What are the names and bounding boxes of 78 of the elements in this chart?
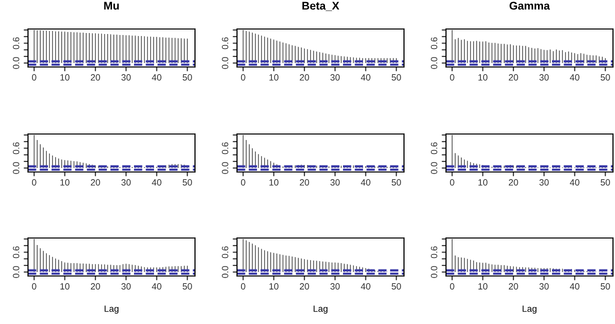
x-tick-label: 50: [182, 283, 192, 290]
x-tick-label: 50: [392, 74, 402, 81]
x-tick-label: 50: [600, 74, 610, 81]
x-tick-label: 50: [392, 179, 402, 186]
x-tick-label: 40: [570, 283, 580, 290]
x-tick-label: 20: [300, 179, 310, 186]
x-tick-label: 10: [478, 283, 488, 290]
x-axis-title: Lag: [522, 306, 536, 314]
x-tick-label: 30: [539, 179, 549, 186]
x-tick-label: 0: [32, 283, 36, 290]
x-tick-label: 0: [240, 283, 246, 290]
x-tick-label: 40: [152, 179, 162, 186]
y-tick-label: 0.6: [12, 142, 20, 154]
x-tick-label: 0: [240, 179, 246, 186]
x-tick-label: 30: [539, 74, 549, 81]
y-tick-label: 0.6: [222, 142, 228, 154]
x-tick-label: 0: [32, 179, 36, 186]
x-tick-label: 20: [90, 179, 100, 186]
x-tick-label: 20: [90, 283, 100, 290]
x-tick-label: 30: [330, 179, 340, 186]
x-tick-label: 40: [152, 283, 162, 290]
y-tick-label: 0.0: [12, 162, 20, 174]
x-tick-label: 50: [182, 74, 192, 81]
x-tick-label: 0: [240, 74, 246, 81]
y-tick-label: 0.6: [222, 246, 228, 258]
chart-title: Mu: [104, 2, 119, 10]
x-tick-label: 40: [360, 179, 370, 186]
x-tick-label: 30: [121, 179, 131, 186]
x-tick-label: 0: [450, 283, 454, 290]
x-tick-label: 30: [539, 283, 549, 290]
x-tick-label: 30: [330, 74, 340, 81]
x-tick-label: 40: [152, 74, 162, 81]
x-tick-label: 0: [32, 74, 36, 81]
y-tick-label: 0.6: [430, 37, 438, 50]
x-tick-label: 50: [182, 179, 192, 186]
x-tick-label: 0: [450, 179, 454, 186]
x-tick-label: 10: [269, 74, 278, 81]
y-tick-label: 0.0: [430, 266, 438, 278]
x-tick-label: 40: [570, 74, 580, 81]
y-tick-label: 0.6: [430, 246, 438, 258]
x-tick-label: 50: [600, 179, 610, 186]
y-tick-label: 0.0: [430, 162, 438, 174]
x-tick-label: 40: [570, 179, 580, 186]
x-tick-label: 10: [269, 179, 278, 186]
x-tick-label: 10: [60, 283, 70, 290]
x-tick-label: 10: [478, 74, 488, 81]
x-tick-label: 50: [392, 283, 402, 290]
x-axis-title: Lag: [104, 306, 118, 314]
x-tick-label: 10: [478, 179, 488, 186]
chart-title: Gamma: [510, 2, 550, 10]
y-tick-label: 0.6: [430, 142, 438, 154]
x-tick-label: 20: [508, 74, 518, 81]
y-tick-label: 0.0: [222, 266, 228, 278]
x-tick-label: 10: [269, 283, 278, 290]
y-tick-label: 0.6: [222, 37, 228, 50]
y-tick-label: 0.0: [222, 57, 228, 69]
x-tick-label: 40: [360, 74, 370, 81]
x-tick-label: 10: [60, 74, 70, 81]
x-tick-label: 20: [90, 74, 100, 81]
x-tick-label: 30: [121, 74, 131, 81]
chart-title: Beta_X: [302, 2, 340, 11]
x-tick-label: 20: [508, 179, 518, 186]
x-tick-label: 20: [300, 283, 310, 290]
y-tick-label: 0.6: [12, 37, 20, 50]
x-tick-label: 50: [600, 283, 610, 290]
y-tick-label: 0.0: [12, 57, 20, 69]
x-tick-label: 20: [508, 283, 518, 290]
x-tick-label: 40: [360, 283, 370, 290]
x-tick-label: 10: [60, 179, 70, 186]
x-tick-label: 30: [121, 283, 131, 290]
x-tick-label: 30: [330, 283, 340, 290]
y-tick-label: 0.0: [430, 57, 438, 69]
x-axis-title: Lag: [314, 306, 328, 314]
x-tick-label: 20: [300, 74, 310, 81]
y-tick-label: 0.0: [222, 162, 228, 174]
y-tick-label: 0.0: [12, 266, 20, 278]
x-tick-label: 0: [450, 74, 454, 81]
y-tick-label: 0.6: [12, 246, 20, 258]
